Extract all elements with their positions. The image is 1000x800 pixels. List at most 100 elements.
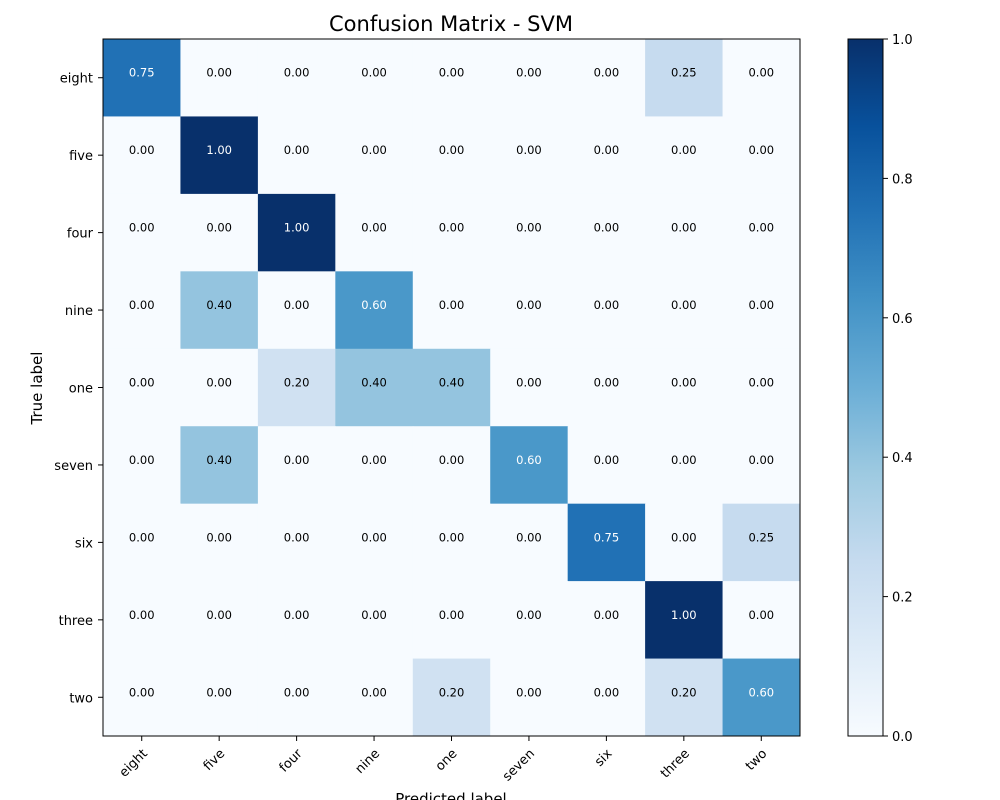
cell-value-label: 0.60 bbox=[748, 685, 774, 699]
cell-value-label: 0.00 bbox=[748, 66, 774, 80]
heatmap-cell bbox=[180, 348, 259, 427]
cell-value-label: 0.00 bbox=[748, 221, 774, 235]
x-tick-label: four bbox=[277, 746, 307, 776]
heatmap-cell bbox=[722, 503, 801, 582]
y-tick-label: four bbox=[67, 227, 94, 242]
cell-value-label: 0.00 bbox=[129, 453, 155, 467]
heatmap-cell bbox=[103, 503, 181, 582]
cell-value-label: 0.00 bbox=[594, 221, 620, 235]
cell-value-label: 0.00 bbox=[361, 221, 387, 235]
heatmap-cell bbox=[335, 658, 414, 737]
heatmap-cell bbox=[103, 193, 181, 272]
cell-value-label: 0.20 bbox=[671, 685, 697, 699]
cell-value-label: 0.00 bbox=[284, 608, 310, 622]
heatmap-cell bbox=[722, 271, 801, 350]
heatmap-cell bbox=[722, 581, 801, 660]
y-axis-ticks: eight five four nine one seven six three two bbox=[54, 72, 103, 706]
cell-value-label: 0.75 bbox=[594, 530, 620, 544]
cell-value-label: 0.00 bbox=[594, 685, 620, 699]
heatmap-cell bbox=[335, 348, 414, 427]
heatmap-cell bbox=[257, 271, 336, 350]
cell-value-label: 0.00 bbox=[361, 66, 387, 80]
cell-value-label: 0.00 bbox=[439, 298, 465, 312]
cell-value-label: 0.00 bbox=[129, 143, 155, 157]
cell-value-label: 0.00 bbox=[748, 608, 774, 622]
heatmap-cell bbox=[335, 39, 414, 117]
heatmap-cell bbox=[412, 426, 491, 505]
heatmap-cell bbox=[567, 193, 646, 272]
heatmap-cell bbox=[567, 39, 646, 117]
heatmap-cell bbox=[412, 193, 491, 272]
heatmap-cell bbox=[490, 193, 569, 272]
cell-value-label: 0.00 bbox=[439, 608, 465, 622]
cell-value-label: 0.40 bbox=[439, 376, 465, 390]
heatmap-cell bbox=[567, 503, 646, 582]
heatmap-cell bbox=[103, 348, 181, 427]
cell-value-label: 0.00 bbox=[439, 530, 465, 544]
colorbar-tick-label: 0.4 bbox=[892, 451, 913, 466]
heatmap-cell bbox=[412, 116, 491, 195]
x-tick-label: two bbox=[743, 746, 770, 773]
heatmap-cell bbox=[180, 581, 259, 660]
heatmap-cell bbox=[645, 348, 724, 427]
y-axis-label: True label bbox=[28, 352, 46, 426]
y-tick-label: three bbox=[59, 614, 93, 629]
heatmap-cell bbox=[490, 426, 569, 505]
heatmap-cell bbox=[103, 39, 181, 117]
y-tick-label: nine bbox=[65, 304, 93, 319]
colorbar-tick-label: 0.2 bbox=[892, 591, 913, 606]
heatmap-cell bbox=[412, 581, 491, 660]
cell-value-label: 0.00 bbox=[748, 453, 774, 467]
cell-value-label: 0.40 bbox=[361, 376, 387, 390]
cell-value-label: 1.00 bbox=[284, 221, 310, 235]
x-tick-label: six bbox=[592, 746, 616, 770]
heatmap-cell bbox=[412, 503, 491, 582]
cell-value-label: 0.00 bbox=[361, 143, 387, 157]
cell-value-label: 0.00 bbox=[439, 221, 465, 235]
cell-value-label: 0.00 bbox=[439, 66, 465, 80]
cell-value-label: 1.00 bbox=[206, 143, 232, 157]
heatmap-cell bbox=[412, 658, 491, 737]
heatmap-cell bbox=[180, 116, 259, 195]
heatmap-cell bbox=[257, 503, 336, 582]
cell-value-label: 0.00 bbox=[284, 453, 310, 467]
cell-value-label: 0.00 bbox=[361, 453, 387, 467]
y-tick-label: two bbox=[69, 691, 93, 706]
heatmap-cell bbox=[645, 39, 724, 117]
cell-value-label: 0.00 bbox=[516, 143, 542, 157]
heatmap-cell bbox=[645, 658, 724, 737]
cell-value-label: 0.00 bbox=[671, 143, 697, 157]
heatmap-cell bbox=[567, 116, 646, 195]
heatmap-cell bbox=[490, 658, 569, 737]
heatmap-cell bbox=[722, 116, 801, 195]
heatmap-cell bbox=[335, 426, 414, 505]
heatmap-cell bbox=[180, 193, 259, 272]
heatmap-cell bbox=[490, 39, 569, 117]
colorbar-tick-label: 1.0 bbox=[892, 33, 913, 48]
y-tick-label: seven bbox=[54, 459, 93, 474]
heatmap-cell bbox=[103, 116, 181, 195]
cell-value-label: 0.40 bbox=[206, 453, 232, 467]
heatmap-cell bbox=[180, 503, 259, 582]
cell-value-label: 0.00 bbox=[206, 376, 232, 390]
cell-value-label: 0.00 bbox=[206, 685, 232, 699]
heatmap-cell bbox=[257, 658, 336, 737]
cell-value-label: 0.00 bbox=[284, 685, 310, 699]
heatmap-cell bbox=[412, 271, 491, 350]
heatmap-cell bbox=[103, 271, 181, 350]
colorbar: 0.0 0.2 0.4 0.6 0.8 1.0 bbox=[847, 33, 913, 745]
cell-value-label: 0.00 bbox=[206, 66, 232, 80]
cell-value-label: 0.40 bbox=[206, 298, 232, 312]
cell-value-label: 0.00 bbox=[439, 453, 465, 467]
cell-value-label: 0.00 bbox=[516, 685, 542, 699]
heatmap-cell bbox=[257, 39, 336, 117]
heatmap-cell bbox=[180, 658, 259, 737]
colorbar-gradient bbox=[847, 38, 884, 737]
colorbar-tick-label: 0.0 bbox=[892, 730, 913, 745]
cell-value-label: 0.00 bbox=[206, 530, 232, 544]
cell-value-label: 0.00 bbox=[361, 608, 387, 622]
heatmap-cell bbox=[180, 271, 259, 350]
heatmap-cell bbox=[645, 426, 724, 505]
cell-value-label: 0.20 bbox=[284, 376, 310, 390]
